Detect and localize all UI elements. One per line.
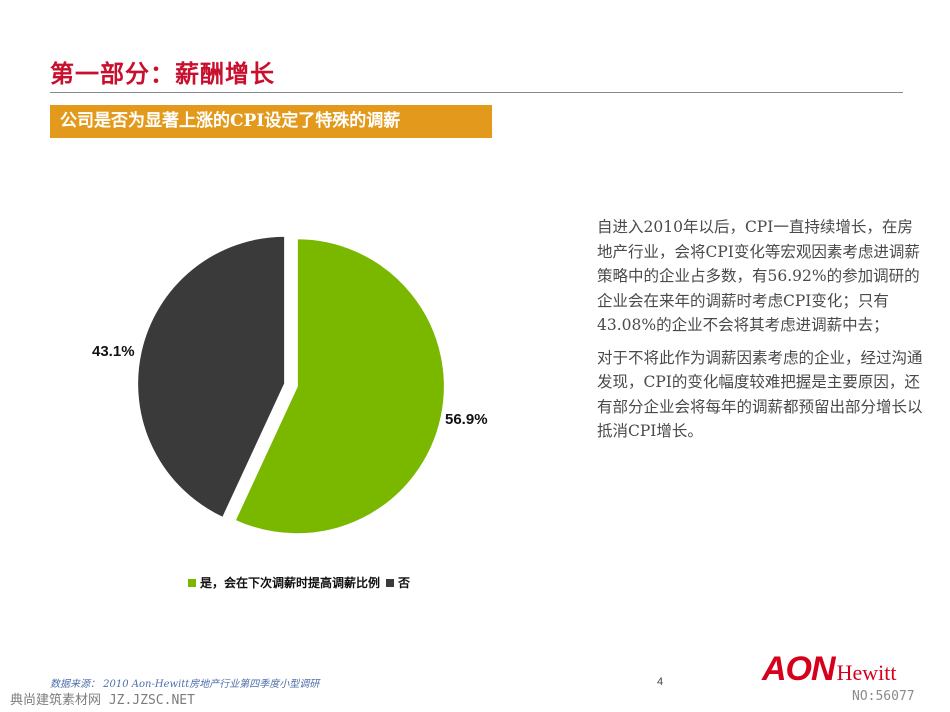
legend-item-no: 否 xyxy=(386,574,410,591)
logo-aon-text: AON xyxy=(762,650,836,688)
slice-label-yes: 56.9% xyxy=(445,411,488,428)
title-divider xyxy=(50,92,903,93)
commentary-text: 自进入2010年以后，CPI一直持续增长，在房地产行业，会将CPI变化等宏观因素… xyxy=(597,215,927,452)
commentary-paragraph-2: 对于不将此作为调薪因素考虑的企业，经过沟通发现，CPI的变化幅度较难把握是主要原… xyxy=(597,348,923,441)
pie-slice-yes xyxy=(233,237,446,536)
legend-item-yes: 是，会在下次调薪时提高调薪比例 xyxy=(188,574,380,591)
data-source-note: 数据来源： 2010 Aon-Hewitt房地产行业第四季度小型调研 xyxy=(50,679,320,690)
logo-hewitt-text: Hewitt xyxy=(836,660,897,685)
commentary-paragraph-1: 自进入2010年以后，CPI一直持续增长，在房地产行业，会将CPI变化等宏观因素… xyxy=(597,218,920,334)
legend-label-yes: 是，会在下次调薪时提高调薪比例 xyxy=(200,576,381,590)
legend-swatch-yes xyxy=(188,578,196,587)
page-number: 4 xyxy=(657,676,664,688)
legend-swatch-no xyxy=(386,578,395,587)
watermark-number: NO:56077 xyxy=(852,689,915,704)
legend-label-no: 否 xyxy=(398,576,411,590)
page-title: 第一部分：薪酬增长 xyxy=(50,59,275,88)
section-banner: 公司是否为显著上涨的CPI设定了特殊的调薪 xyxy=(50,105,492,138)
chart-legend: 是，会在下次调薪时提高调薪比例 否 xyxy=(188,574,416,591)
watermark-site: 典尚建筑素材网 JZ.JZSC.NET xyxy=(10,693,195,708)
aon-hewitt-logo: AON Hewitt xyxy=(762,650,896,689)
slice-label-no: 43.1% xyxy=(92,343,135,360)
pie-slice-no xyxy=(136,234,287,520)
